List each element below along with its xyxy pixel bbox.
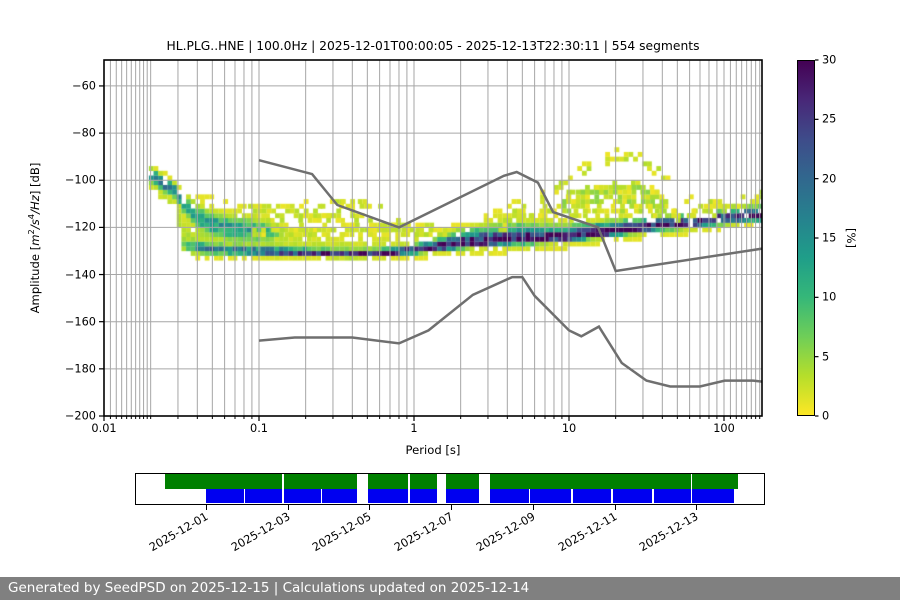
colorbar-tick-label: 30 [822, 53, 837, 67]
x-tick-label: 0.1 [250, 422, 268, 435]
coverage-segment-data [367, 488, 409, 503]
date-tick [206, 505, 208, 510]
date-tick [288, 505, 290, 510]
coverage-segment-processed [490, 474, 691, 489]
coverage-segment-data [612, 488, 653, 503]
y-tick-label: −80 [72, 126, 96, 140]
date-tick-label: 2025-12-05 [310, 510, 374, 555]
y-tick-label: −120 [64, 220, 96, 234]
coverage-bar [135, 473, 765, 505]
y-axis-label-slash1: / [27, 225, 42, 230]
colorbar-tick-label: 5 [822, 350, 830, 364]
x-tick-label: 100 [713, 422, 735, 435]
ppsd-heatmap-canvas [104, 60, 762, 416]
colorbar-tick-label: 10 [822, 290, 837, 304]
y-axis-label: Amplitude [m2/s4/Hz] [dB] [26, 163, 42, 314]
coverage-segment-processed [446, 474, 480, 489]
coverage-segment-data [490, 488, 529, 503]
plot-title: HL.PLG..HNE | 100.0Hz | 2025-12-01T00:00… [166, 39, 700, 53]
x-tick-label: 1 [410, 422, 418, 435]
x-tick-label: 10 [561, 422, 577, 435]
coverage-segment-processed [367, 474, 409, 489]
y-axis-label-exp4: 4 [26, 213, 37, 220]
date-tick [451, 505, 453, 510]
colorbar-tick-label: 25 [822, 112, 837, 126]
coverage-segment-data [572, 488, 612, 503]
colorbar [797, 60, 815, 416]
y-axis-label-suffix: ] [dB] [27, 162, 42, 196]
coverage-segment-data [446, 488, 480, 503]
coverage-segment-data [322, 488, 357, 503]
colorbar-tick-label: 20 [822, 172, 837, 186]
coverage-segment-processed [164, 474, 283, 489]
date-tick-label: 2025-12-01 [147, 510, 211, 555]
coverage-segment-data [692, 488, 735, 503]
x-axis-label: Period [s] [405, 443, 461, 457]
date-tick-label: 2025-12-11 [556, 510, 620, 555]
coverage-segment-data [245, 488, 283, 503]
date-tick [614, 505, 617, 510]
y-axis-label-m: m [27, 234, 42, 246]
coverage-segment-processed [409, 474, 437, 489]
coverage-segment-data [530, 488, 572, 503]
coverage-segment-processed [692, 474, 739, 489]
y-tick-label: −60 [72, 79, 96, 93]
y-tick-label: −160 [64, 315, 96, 329]
y-tick-label: −180 [64, 362, 96, 376]
date-tick [696, 505, 698, 510]
y-axis-label-s: s [27, 219, 42, 226]
coverage-segment-data [409, 488, 437, 503]
date-tick-label: 2025-12-13 [637, 510, 701, 555]
coverage-segment-data [653, 488, 691, 503]
y-axis-label-exp2: 2 [26, 229, 37, 235]
y-tick-label: −200 [64, 409, 96, 423]
colorbar-tick-label: 0 [822, 409, 830, 423]
date-tick [368, 505, 371, 510]
date-tick-label: 2025-12-07 [392, 510, 456, 555]
date-tick [532, 505, 535, 510]
colorbar-tick-label: 15 [822, 231, 837, 245]
date-tick-label: 2025-12-09 [474, 510, 538, 555]
coverage-segment-data [205, 488, 244, 503]
y-axis-label-text: Amplitude [ [27, 245, 42, 314]
footer-bar: Generated by SeedPSD on 2025-12-15 | Cal… [0, 577, 900, 600]
y-tick-label: −140 [64, 268, 96, 282]
y-axis-label-hz: Hz [27, 195, 42, 210]
colorbar-label: [%] [844, 227, 858, 249]
x-tick-label: 0.01 [91, 422, 117, 435]
coverage-segment-processed [283, 474, 357, 489]
y-axis-label-slash2: / [27, 209, 42, 214]
date-tick-label: 2025-12-03 [229, 510, 293, 555]
coverage-segment-data [283, 488, 321, 503]
y-tick-label: −100 [64, 173, 96, 187]
